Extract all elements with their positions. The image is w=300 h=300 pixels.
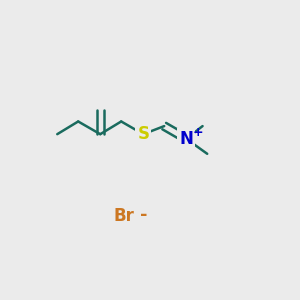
Text: N: N — [179, 130, 193, 148]
Text: S: S — [137, 125, 149, 143]
Text: +: + — [192, 126, 203, 139]
Text: -: - — [140, 206, 147, 224]
Text: Br: Br — [113, 207, 134, 225]
